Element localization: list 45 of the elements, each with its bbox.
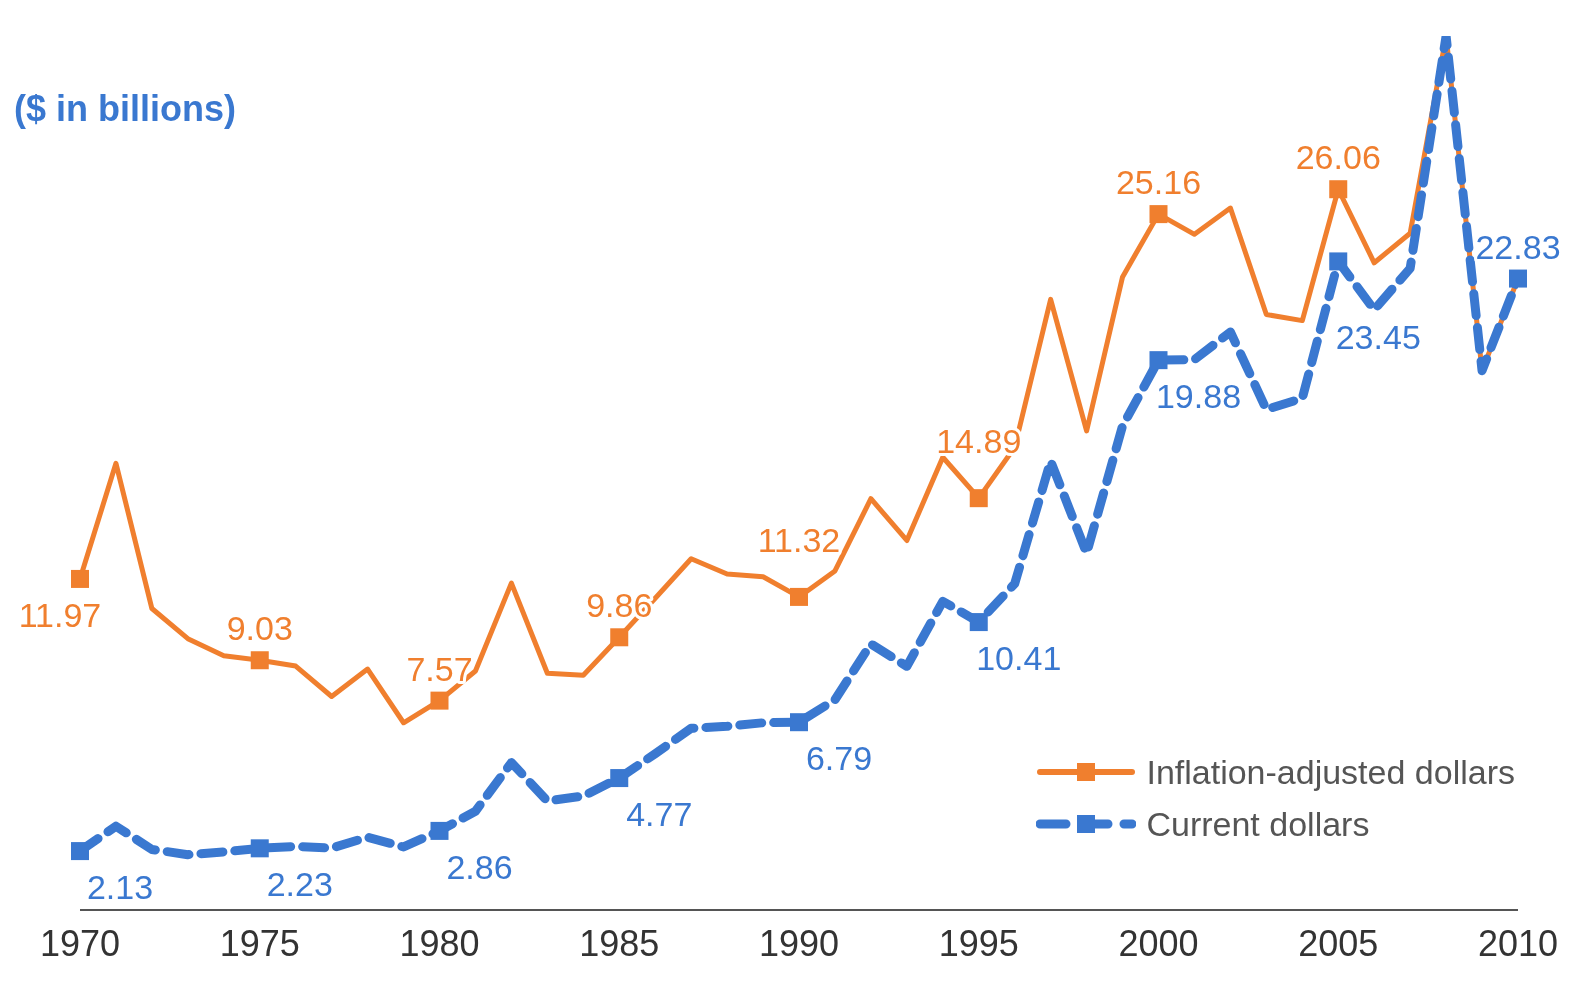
point — [430, 821, 449, 840]
point — [790, 713, 808, 732]
point — [250, 651, 269, 670]
data-label: 7.57 — [406, 649, 473, 688]
point — [790, 587, 808, 606]
point — [430, 691, 449, 710]
x-tick-label: 1975 — [219, 922, 300, 964]
legend-label: Current dollars — [1146, 804, 1370, 844]
data-label: 11.32 — [757, 520, 841, 559]
data-label: 6.79 — [805, 739, 873, 778]
legend-label: Inflation-adjusted dollars — [1146, 752, 1515, 792]
data-label: 2.23 — [266, 865, 333, 904]
point — [1329, 252, 1348, 271]
data-label: 2.13 — [86, 868, 154, 907]
data-label: 26.06 — [1295, 138, 1381, 177]
data-label: 11.97 — [18, 595, 102, 634]
x-tick-label: 1970 — [39, 922, 121, 964]
data-label: 25.16 — [1115, 163, 1202, 202]
point — [1149, 205, 1168, 224]
x-tick-label: 1985 — [579, 922, 660, 964]
x-tick-label: 1995 — [938, 922, 1019, 964]
point — [1509, 269, 1527, 288]
data-label: 23.45 — [1335, 318, 1421, 357]
x-tick-label: 2000 — [1118, 922, 1199, 964]
data-label: 4.77 — [626, 795, 693, 834]
point — [71, 569, 89, 588]
point — [250, 839, 269, 858]
x-tick-label: 1980 — [399, 922, 480, 964]
x-tick-label: 1990 — [758, 922, 840, 964]
point — [610, 628, 629, 647]
x-tick-label: 2005 — [1298, 922, 1379, 964]
point — [610, 769, 629, 788]
data-label: 2.86 — [446, 847, 513, 886]
y-axis-title: ($ in billions) — [14, 88, 236, 130]
point — [1329, 180, 1348, 199]
data-label: 19.88 — [1155, 377, 1242, 416]
data-label: 22.83 — [1475, 227, 1561, 266]
data-label: 9.03 — [226, 609, 293, 648]
data-label: 10.41 — [976, 639, 1062, 678]
point — [1149, 351, 1168, 370]
point — [969, 613, 988, 632]
point — [969, 489, 988, 508]
point — [71, 842, 89, 861]
x-tick-label: 2010 — [1477, 922, 1559, 964]
data-label: 9.86 — [586, 586, 653, 625]
